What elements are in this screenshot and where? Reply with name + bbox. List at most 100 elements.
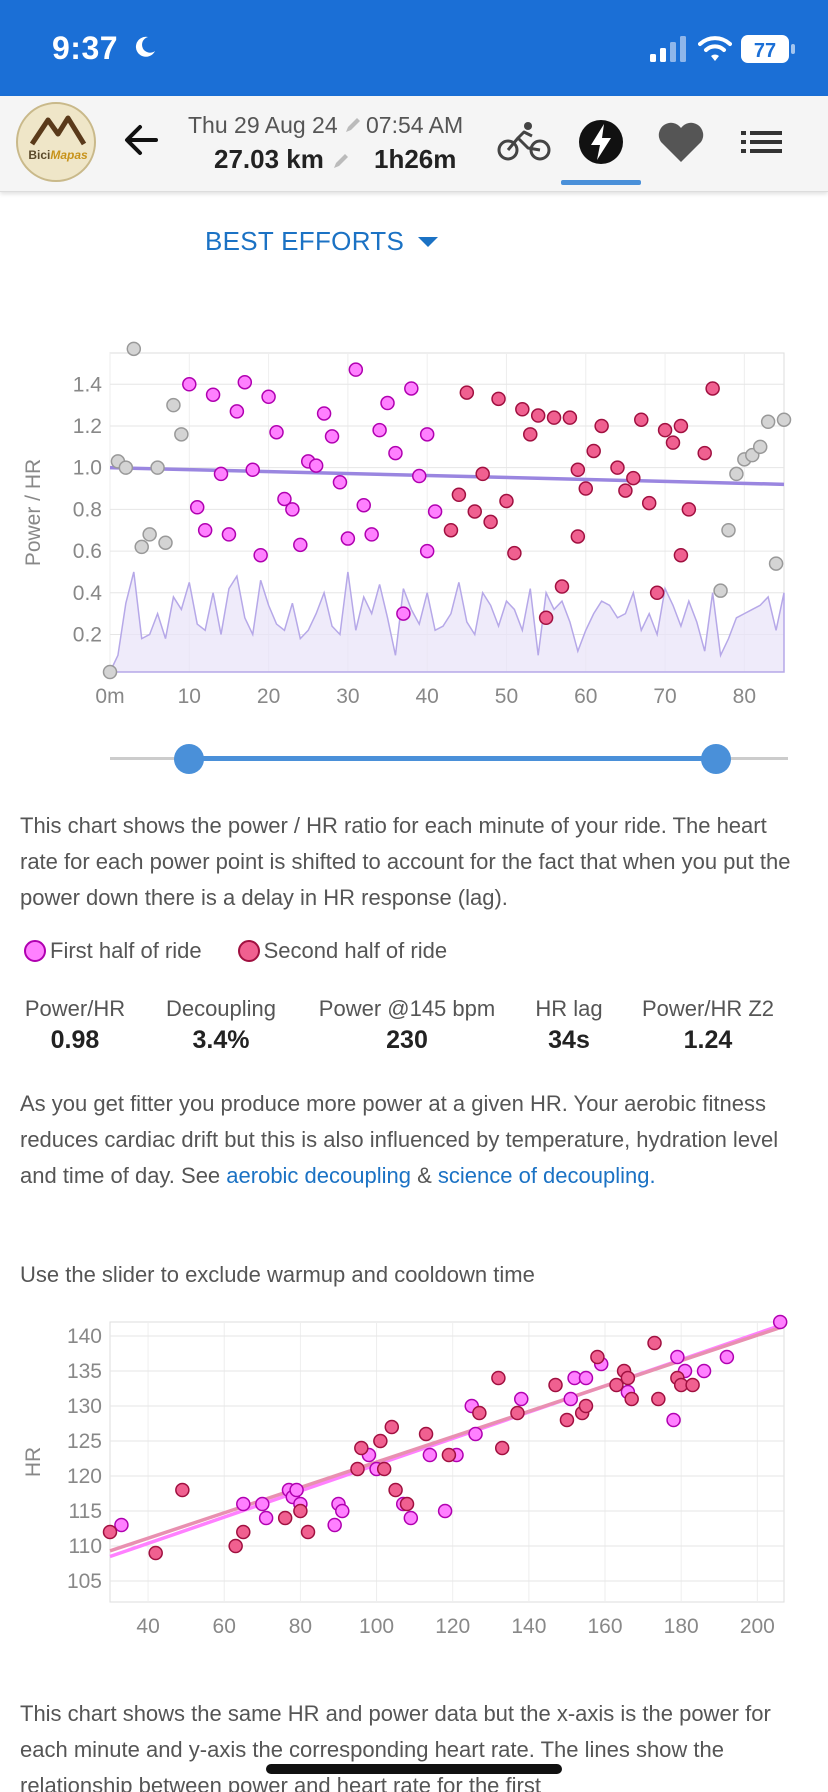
data-point [681, 502, 697, 517]
y-tick-label: 125 [67, 1430, 102, 1453]
ampersand-text: & [410, 1163, 438, 1188]
data-point [354, 1440, 369, 1456]
y-tick-label: 1.2 [73, 415, 102, 438]
data-point [340, 531, 356, 546]
data-point [229, 404, 245, 419]
legend-first-half: First half of ride [24, 938, 202, 964]
best-efforts-dropdown[interactable]: BEST EFFORTS [205, 226, 439, 257]
data-point [705, 381, 720, 396]
x-tick-label: 40 [136, 1615, 159, 1638]
data-point [768, 556, 784, 571]
caret-down-icon [418, 236, 439, 247]
background-area [108, 571, 785, 673]
chart1-description: This chart shows the power / HR ratio fo… [20, 813, 791, 910]
data-point [610, 460, 625, 475]
power-icon[interactable] [573, 114, 629, 170]
range-slider[interactable] [110, 744, 788, 774]
x-tick-label: 60 [574, 685, 597, 708]
data-point [670, 1349, 685, 1365]
data-point [562, 410, 578, 425]
back-arrow-icon[interactable] [118, 116, 166, 164]
battery-level: 77 [754, 40, 776, 62]
y-tick-label: 0.4 [73, 582, 103, 605]
data-point [475, 466, 490, 482]
stat-value: 230 [386, 1026, 428, 1054]
data-point [404, 381, 419, 396]
y-tick-label: 0.6 [73, 540, 102, 563]
data-point [174, 427, 189, 442]
data-point [236, 1496, 251, 1512]
data-point [443, 522, 459, 538]
edit-date-icon[interactable] [344, 116, 362, 134]
y-tick-label: 110 [69, 1535, 102, 1558]
data-point [515, 402, 530, 417]
science-of-decoupling-link[interactable]: science of decoupling [437, 1163, 650, 1188]
slider-handle-end[interactable] [701, 744, 731, 774]
slider-handle-start[interactable] [174, 744, 204, 774]
data-point [609, 1377, 624, 1393]
stat-decoupling: Decoupling 3.4% [156, 996, 286, 1055]
x-tick-label: 70 [653, 685, 676, 708]
data-point [563, 1391, 579, 1407]
slider-hint: Use the slider to exclude warmup and coo… [20, 1262, 535, 1287]
legend-first-label: First half of ride [50, 938, 202, 963]
data-point [289, 1482, 304, 1498]
edit-distance-icon[interactable] [332, 152, 350, 170]
chart2-description: This chart shows the same HR and power d… [20, 1701, 771, 1792]
app-logo[interactable]: BiciMapas [16, 102, 96, 182]
data-point [472, 1405, 487, 1421]
data-point [494, 1440, 510, 1456]
list-icon[interactable] [733, 114, 789, 170]
home-indicator [266, 1764, 562, 1774]
x-tick-label: 120 [435, 1615, 470, 1638]
data-point [578, 1398, 594, 1414]
data-point [697, 445, 712, 461]
stat-label: Decoupling [165, 996, 277, 1021]
data-point [666, 1412, 681, 1428]
fitness-paragraph: As you get fitter you produce more power… [20, 1086, 810, 1194]
data-point [205, 387, 221, 402]
y-tick-label: 1.4 [73, 373, 103, 396]
data-point [255, 1496, 270, 1512]
ride-distance[interactable]: 27.03 km [214, 144, 324, 174]
data-point [388, 1482, 403, 1498]
legend-second-label: Second half of ride [263, 938, 448, 963]
data-point [372, 422, 387, 438]
best-efforts-label: BEST EFFORTS [205, 226, 405, 256]
y-tick-label: 135 [67, 1360, 102, 1383]
data-point [384, 1419, 400, 1435]
bike-icon[interactable] [496, 114, 552, 170]
data-point [258, 1510, 274, 1526]
hr-vs-power-chart: 105 110 115 120 125 130 135 140 40 60 80 100 120 140 1… [22, 1314, 788, 1638]
data-point [182, 377, 197, 392]
data-point [467, 504, 483, 519]
aerobic-decoupling-link[interactable]: aerobic decoupling [226, 1163, 411, 1188]
data-point [578, 481, 594, 496]
data-point [510, 1405, 525, 1421]
data-point [760, 414, 776, 430]
x-tick-label: 140 [511, 1615, 546, 1638]
data-point [624, 1391, 639, 1407]
data-point [308, 458, 324, 473]
data-point [364, 527, 379, 542]
data-point [285, 502, 300, 517]
ride-date[interactable]: Thu 29 Aug 24 [188, 112, 338, 138]
data-point [491, 1370, 506, 1386]
data-point [350, 1461, 365, 1477]
data-point [293, 1503, 308, 1519]
data-point [197, 522, 213, 538]
data-point [332, 475, 348, 490]
data-point [729, 466, 744, 482]
power-hr-chart: 1.4 1.2 1.0 0.8 0.6 0.4 0.2 0m 10 20 30 40 50 60 70 80 P… [22, 341, 792, 708]
data-point [150, 460, 165, 475]
data-point [719, 1349, 735, 1365]
data-point [459, 385, 475, 400]
data-point [559, 1412, 575, 1428]
data-point [277, 491, 292, 507]
heart-icon[interactable] [653, 114, 709, 170]
data-point [348, 362, 364, 377]
data-point [570, 529, 586, 544]
data-point [175, 1482, 190, 1498]
data-point [261, 389, 276, 405]
stat-value: 0.98 [50, 1026, 100, 1054]
